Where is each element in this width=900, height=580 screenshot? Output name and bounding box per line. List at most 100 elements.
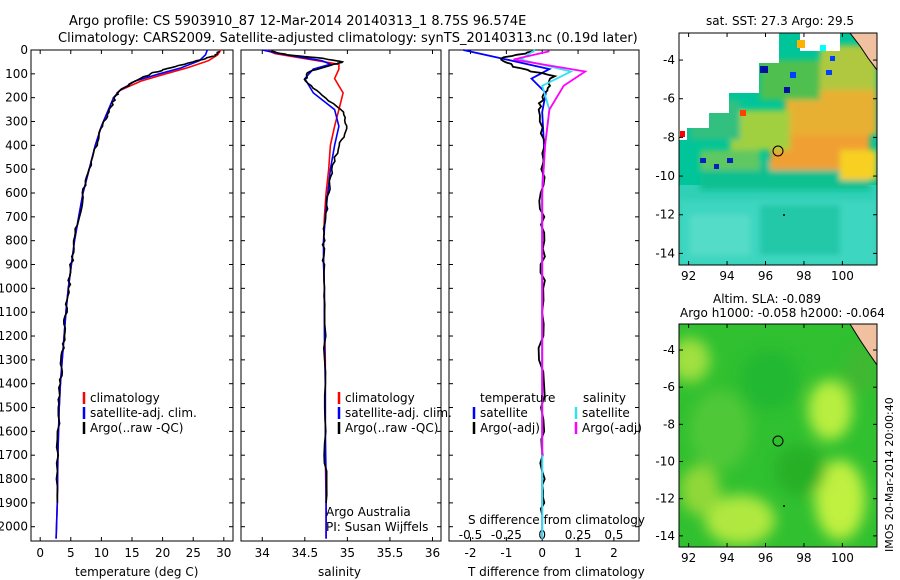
temperature-lines: [55, 49, 222, 539]
depth-ytick-label: 600: [5, 186, 28, 200]
temperature-ticks: 0100200300400500600700800900100011001200…: [0, 43, 233, 560]
temperature-xlabel: temperature (deg C): [75, 565, 198, 579]
temperature-legend: climatology satellite-adj. clim. Argo(..…: [82, 391, 197, 435]
temperature-xtick-label: 25: [186, 546, 201, 560]
legend-temp-satellite-label: satellite: [480, 406, 528, 420]
difference-xlabel-top: S difference from climatology: [468, 513, 645, 527]
map-ytick-label: -8: [663, 417, 675, 431]
temperature-xtick-label: 0: [36, 546, 44, 560]
sst-map-image: [679, 33, 877, 265]
legend-climatology-label: climatology: [345, 391, 415, 405]
depth-ytick-label: 100: [5, 67, 28, 81]
map-ytick-label: -8: [663, 130, 675, 144]
map-xtick-label: 100: [831, 269, 854, 283]
depth-ytick-label: 1900: [0, 496, 28, 510]
sst-profile-marker: [772, 145, 784, 157]
sst-map-ticks: 92 94 96 98 100 -4 -6 -8 -10 -12 -14: [655, 33, 877, 283]
map-xtick-label: 98: [796, 269, 811, 283]
map-xtick-label: 92: [681, 551, 696, 565]
depth-ytick-label: 1600: [0, 424, 28, 438]
depth-ytick-label: 700: [5, 210, 28, 224]
map-ytick-label: -14: [655, 246, 675, 260]
salinity-argo-line: [271, 50, 348, 503]
temperature-xtick-label: 10: [94, 546, 109, 560]
salinity-xtick-label: 35: [340, 546, 355, 560]
depth-ytick-label: 400: [5, 138, 28, 152]
map-xtick-label: 96: [758, 551, 773, 565]
difference-axes-frame: [448, 49, 640, 542]
depth-ytick-label: 1300: [0, 353, 28, 367]
sla-map-dot: [783, 505, 785, 507]
salinity-axes-frame: [240, 49, 442, 542]
depth-ytick-label: 1100: [0, 305, 28, 319]
temperature-xtick-label: 15: [124, 546, 139, 560]
difference-top-xtick-label: -0.25: [491, 528, 522, 542]
map-ytick-label: -6: [663, 380, 675, 394]
legend-sal-argo-label: Argo(-adj): [582, 421, 642, 435]
legend-climatology-label: climatology: [90, 391, 160, 405]
map-xtick-label: 98: [796, 551, 811, 565]
figure-title-line1: Argo profile: CS 5903910_87 12-Mar-2014 …: [69, 14, 526, 29]
map-xtick-label: 94: [719, 269, 734, 283]
salinity-annotation-line2: PI: Susan Wijffels: [326, 520, 428, 534]
salinity-xtick-label: 34.5: [291, 546, 318, 560]
salinity-climatology-line: [266, 49, 344, 539]
difference-top-xtick-label: 0.25: [565, 528, 592, 542]
salinity-panel: 34 34.5 35 35.5 36 salinity climatology sate…: [240, 49, 452, 579]
salinity-annotation-line1: Argo Australia: [326, 505, 411, 519]
difference-xtick-label: -1: [500, 546, 512, 560]
sla-map-frame: [678, 323, 878, 548]
map-ytick-label: -10: [655, 169, 675, 183]
map-xtick-label: 96: [758, 269, 773, 283]
salinity-xtick-label: 34: [255, 546, 270, 560]
diff-sal-argo-line: [513, 50, 588, 456]
depth-ytick-label: 200: [5, 91, 28, 105]
map-ytick-label: -14: [655, 529, 675, 543]
legend-argo-label: Argo(..raw -QC): [90, 421, 183, 435]
temperature-xtick-label: 5: [67, 546, 75, 560]
figure-title-line2: Climatology: CARS2009. Satellite-adjuste…: [58, 31, 638, 46]
depth-ytick-label: 1000: [0, 281, 28, 295]
difference-ticks: -2 -1 0 1 2-0.5 -0.25 0 0.25 0.5: [449, 49, 639, 560]
depth-ytick-label: 1700: [0, 448, 28, 462]
map-xtick-label: 94: [719, 551, 734, 565]
depth-ytick-label: 1200: [0, 329, 28, 343]
map-ytick-label: -12: [655, 492, 675, 506]
depth-ytick-label: 900: [5, 258, 28, 272]
map-xtick-label: 100: [831, 551, 854, 565]
salinity-lines: [262, 49, 348, 539]
depth-ytick-label: 1500: [0, 401, 28, 415]
temperature-argo-line: [55, 50, 221, 503]
map-ytick-label: -10: [655, 455, 675, 469]
legend-sal-satellite-label: satellite: [582, 406, 630, 420]
depth-ytick-label: 300: [5, 115, 28, 129]
sst-map-title: sat. SST: 27.3 Argo: 29.5: [706, 14, 854, 28]
temperature-satellite-line: [55, 49, 209, 539]
legend-temperature-title: temperature: [480, 391, 555, 405]
legend-salinity-title: salinity: [583, 391, 626, 405]
depth-ytick-label: 2000: [0, 520, 28, 534]
salinity-xtick-label: 36: [425, 546, 440, 560]
difference-xtick-label: 2: [610, 546, 618, 560]
difference-xtick-label: 0: [538, 546, 546, 560]
sst-map-frame: [678, 32, 878, 266]
legend-satellite-label: satellite-adj. clim.: [90, 406, 197, 420]
diff-temp-argo-line: [500, 50, 558, 516]
map-ytick-label: -4: [663, 343, 675, 357]
difference-top-xtick-label: 0.5: [604, 528, 623, 542]
difference-legend: temperature satellite Argo(-adj) salinit…: [472, 391, 642, 435]
difference-lines: [463, 49, 588, 539]
temperature-climatology-line: [55, 49, 222, 539]
diff-sal-satellite-line: [518, 49, 574, 539]
sst-map-panel: sat. SST: 27.3 Argo: 29.5: [655, 14, 878, 283]
map-ytick-label: -4: [663, 53, 675, 67]
depth-ytick-label: 1800: [0, 472, 28, 486]
sla-map-title-line2: Argo h1000: -0.058 h2000: -0.064: [680, 306, 885, 320]
temperature-panel: 0100200300400500600700800900100011001200…: [0, 43, 234, 579]
depth-ytick-label: 0: [20, 43, 28, 57]
difference-panel: -2 -1 0 1 2-0.5 -0.25 0 0.25 0.5 T difference fr…: [448, 49, 645, 579]
difference-top-xtick-label: -0.5: [459, 528, 482, 542]
sla-profile-marker: [772, 435, 784, 447]
depth-ytick-label: 500: [5, 162, 28, 176]
